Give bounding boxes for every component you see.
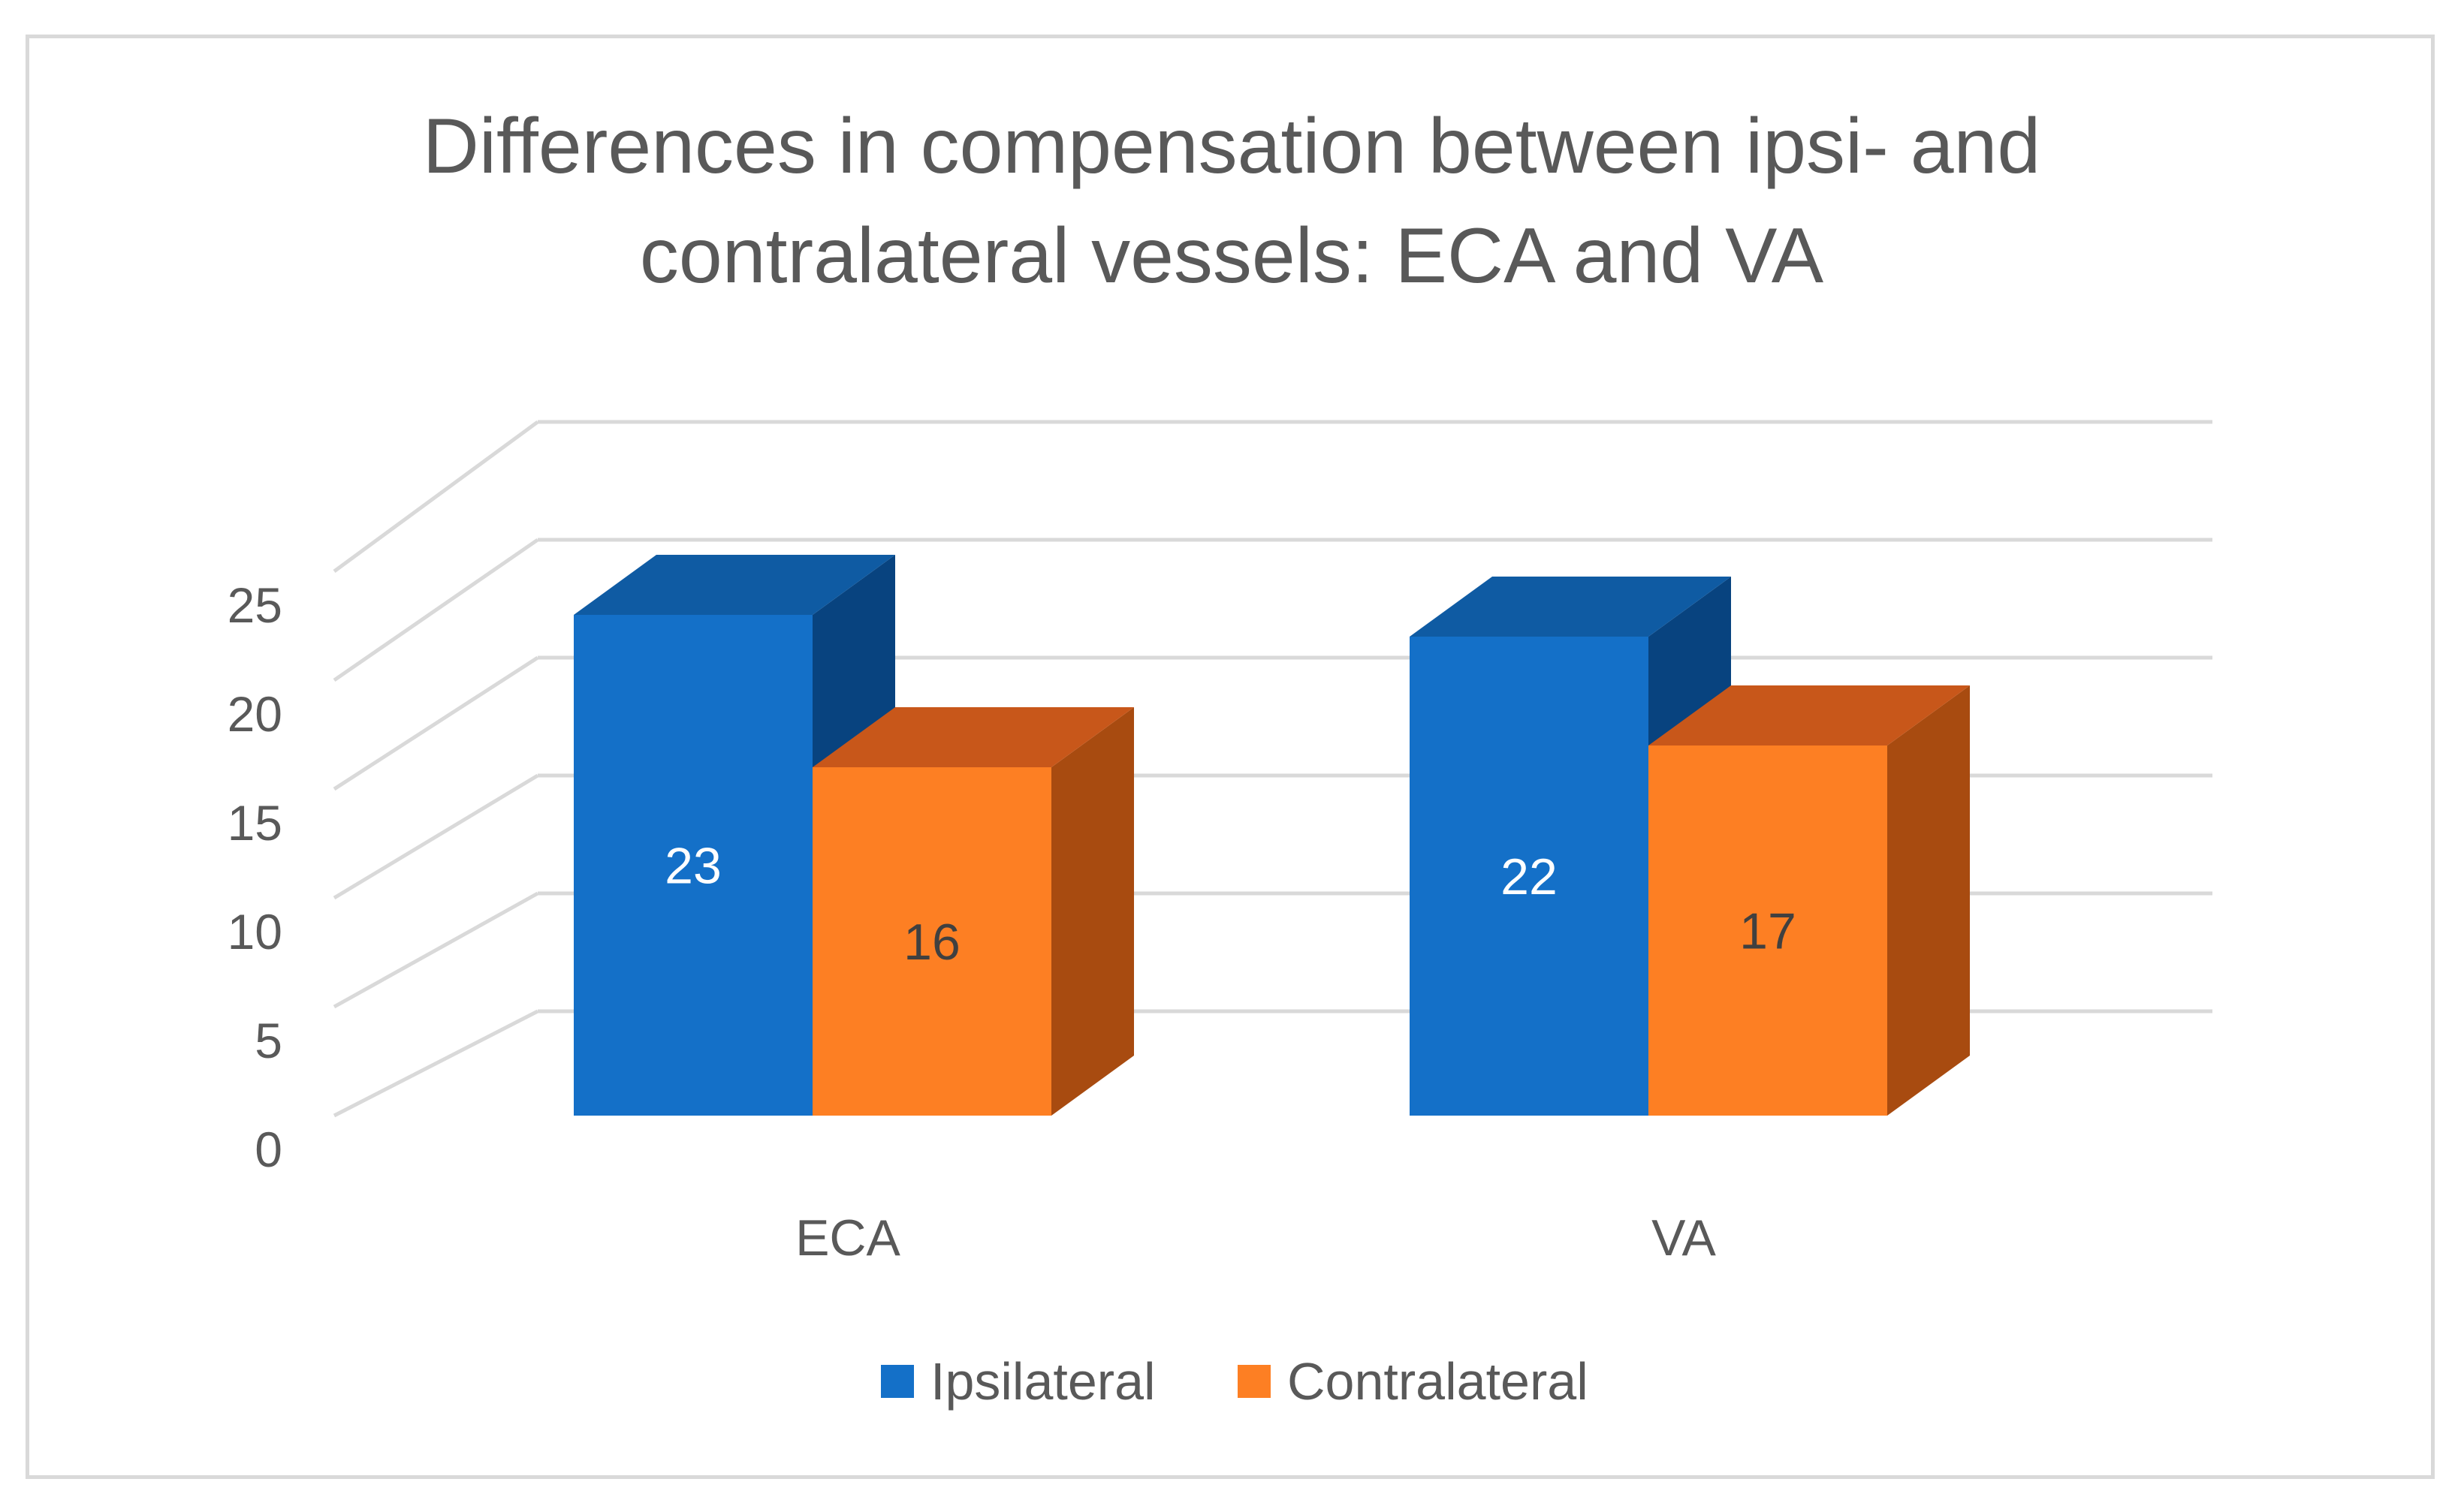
chart-title: Differences in compensation between ipsi… <box>423 103 2040 300</box>
bar-top-face <box>813 707 1134 767</box>
bar-contralateral-va <box>1648 685 1970 1116</box>
bar-side-face <box>1887 685 1970 1116</box>
bars: 23 16 22 17 <box>574 555 1970 1116</box>
x-axis-categories: ECA VA <box>795 1209 1716 1267</box>
gridline-diagonal-10 <box>333 773 539 900</box>
legend-label-ipsilateral: Ipsilateral <box>930 1352 1156 1411</box>
bar-contralateral-eca <box>813 707 1134 1116</box>
gridline-diagonal-20 <box>333 538 539 682</box>
gridline-diagonal-0 <box>333 1009 539 1118</box>
bar-front-face <box>1648 745 1887 1116</box>
chart-frame <box>26 35 2435 1479</box>
legend: Ipsilateral Contralateral <box>881 1352 1588 1411</box>
x-category-label-eca: ECA <box>795 1209 900 1267</box>
bar-top-face <box>1648 685 1970 745</box>
y-tick-label-10: 10 <box>228 904 282 959</box>
chart-title-line-1: Differences in compensation between ipsi… <box>423 103 2040 190</box>
y-axis-ticks: 0 5 10 15 20 25 <box>228 577 282 1177</box>
bar-front-face <box>1410 637 1648 1116</box>
legend-item-ipsilateral: Ipsilateral <box>881 1352 1156 1411</box>
legend-label-contralateral: Contralateral <box>1287 1352 1588 1411</box>
bar-front-face <box>574 615 813 1116</box>
bar-top-face <box>1410 577 1731 637</box>
bar-side-face <box>1051 707 1134 1116</box>
bar-top-face <box>574 555 895 615</box>
gridline-diagonal-5 <box>333 891 539 1009</box>
legend-item-contralateral: Contralateral <box>1238 1352 1588 1411</box>
bar-front-face <box>813 767 1051 1116</box>
data-label-contralateral-eca: 16 <box>903 914 961 971</box>
y-tick-label-15: 15 <box>228 795 282 851</box>
chart-title-line-2: contralateral vessels: ECA and VA <box>640 212 1824 300</box>
gridline-diagonal-15 <box>333 655 539 791</box>
gridline-diagonal-25 <box>333 420 539 574</box>
y-tick-label-5: 5 <box>255 1013 282 1068</box>
y-tick-label-25: 25 <box>228 577 282 633</box>
y-tick-label-0: 0 <box>255 1122 282 1177</box>
legend-swatch-contralateral <box>1238 1365 1271 1398</box>
data-label-ipsilateral-va: 22 <box>1500 848 1558 905</box>
data-label-contralateral-va: 17 <box>1739 903 1796 960</box>
y-tick-label-20: 20 <box>228 686 282 742</box>
x-category-label-va: VA <box>1651 1209 1716 1267</box>
data-label-ipsilateral-eca: 23 <box>665 838 722 895</box>
legend-swatch-ipsilateral <box>881 1365 914 1398</box>
